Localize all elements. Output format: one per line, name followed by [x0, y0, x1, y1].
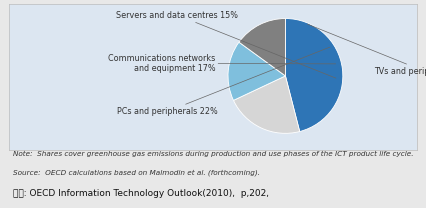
Wedge shape	[233, 76, 300, 133]
Wedge shape	[228, 42, 285, 100]
Text: 자료: OECD Information Technology Outlook(2010),  p,202,: 자료: OECD Information Technology Outlook(…	[13, 189, 269, 198]
Text: Servers and data centres 15%: Servers and data centres 15%	[116, 11, 336, 78]
Text: Communications networks
and equipment 17%: Communications networks and equipment 17…	[108, 54, 336, 73]
Text: Note:  Shares cover greenhouse gas emissions during production and use phases of: Note: Shares cover greenhouse gas emissi…	[13, 151, 413, 157]
Text: Source:  OECD calculations based on Malmodin et al. (forthcoming).: Source: OECD calculations based on Malmo…	[13, 170, 260, 176]
Wedge shape	[239, 19, 285, 76]
Wedge shape	[285, 19, 343, 131]
Text: TVs and peripherals 46%: TVs and peripherals 46%	[308, 24, 426, 76]
Text: PCs and peripherals 22%: PCs and peripherals 22%	[117, 47, 330, 116]
